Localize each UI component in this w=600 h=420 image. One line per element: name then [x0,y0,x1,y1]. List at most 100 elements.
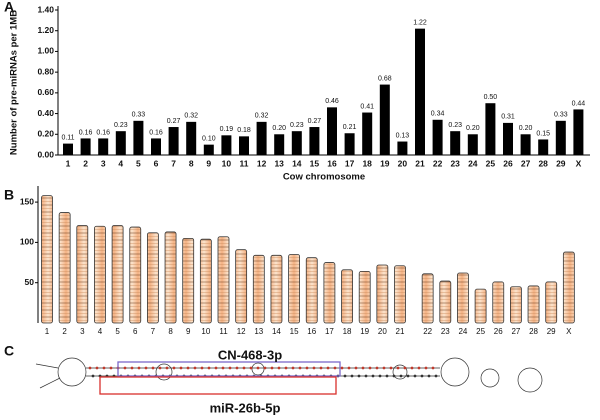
nucleotide [179,366,183,370]
x-tick-label: 20 [398,158,408,168]
nucleotide [420,374,424,378]
nucleotide [214,366,218,370]
bar [98,138,109,155]
x-tick-label: 10 [201,327,210,336]
chromosome [323,262,336,324]
x-tick-label: 13 [254,327,263,336]
value-label: 0.23 [114,122,128,129]
value-label: 0.18 [237,127,251,134]
nucleotide [284,366,288,370]
highlight-box [117,361,341,377]
x-tick-label: 27 [511,327,520,336]
bar [450,131,461,155]
nucleotide [88,366,92,370]
chromosome [305,257,318,324]
x-tick-label: 20 [378,327,387,336]
value-label: 0.32 [255,113,269,120]
bar [432,119,443,155]
x-tick-label: 5 [136,158,141,168]
nucleotide [200,366,204,370]
y-tick-label: 1.20 [37,25,54,35]
nucleotide [434,374,438,378]
x-tick-label: 12 [257,158,267,168]
chromosome [509,286,522,324]
x-tick-label: 28 [529,327,538,336]
nucleotide [340,366,344,370]
value-label: 0.46 [325,98,339,105]
nucleotide [403,366,407,370]
nucleotide [235,366,239,370]
chromosome [270,254,283,324]
x-tick-label: 7 [171,158,176,168]
nucleotide [319,366,323,370]
x-tick-label: 9 [206,158,211,168]
mirna-label: CN-468-3p [218,347,282,362]
value-label: 0.33 [554,112,568,119]
nucleotide [263,366,267,370]
x-tick-label: 25 [486,158,496,168]
x-tick-label: 22 [423,327,432,336]
value-label: 0.16 [149,129,163,136]
nucleotide [291,366,295,370]
chromosome [252,254,265,324]
value-label: 0.19 [220,126,234,133]
nucleotide [333,366,337,370]
x-tick-label: 10 [222,158,232,168]
x-tick-label: 29 [547,327,556,336]
bar [168,127,179,155]
x-tick-label: 19 [380,158,390,168]
x-axis-title: Cow chromosome [283,172,365,183]
x-tick-label: 16 [307,327,316,336]
bar [274,134,285,155]
x-tick-label: 23 [441,327,450,336]
y-tick-label: 1.00 [37,46,54,56]
nucleotide [417,366,421,370]
x-tick-label: 1 [45,327,50,336]
nucleotide [382,366,386,370]
chromosome [146,232,159,324]
bar [555,120,566,155]
value-label: 0.27 [167,118,181,125]
x-tick-label: 16 [327,158,337,168]
chromosome [492,281,505,324]
nucleotide [396,366,400,370]
nucleotide [102,366,106,370]
value-label: 0.41 [360,103,374,110]
value-label: 0.20 [466,125,480,132]
x-tick-label: 11 [219,327,228,336]
chromosome [439,280,452,324]
bar [503,122,513,155]
y-tick-label: 0.80 [37,66,54,76]
chromosome [182,237,195,324]
x-tick-label: 6 [133,327,138,336]
value-label: 0.31 [501,114,515,121]
nucleotide [221,366,225,370]
x-tick-label: 26 [494,327,503,336]
value-label: 0.21 [343,124,357,131]
chromosome [76,225,89,324]
y-tick-label: 0.20 [37,129,54,139]
x-tick-label: 14 [272,327,281,336]
x-tick-label: 29 [556,158,566,168]
chromosome [129,226,142,324]
x-tick-label: 18 [343,327,352,336]
x-tick-label: 18 [362,158,372,168]
x-tick-label: 6 [154,158,159,168]
chromosome [376,264,389,324]
y-tick-label: 1.40 [37,4,54,14]
value-label: 0.32 [184,113,198,120]
bar [309,127,320,155]
value-label: 0.20 [272,125,286,132]
chromosome [58,212,71,324]
chromosome [562,251,575,324]
nucleotide [326,366,330,370]
x-tick-label: 9 [186,327,191,336]
x-tick-label: X [566,327,572,336]
x-tick-label: 3 [80,327,85,336]
nucleotide [305,366,309,370]
nucleotide [375,366,379,370]
y-tick-label: 100 [20,237,34,247]
nucleotide [378,374,382,378]
nucleotide [242,366,246,370]
